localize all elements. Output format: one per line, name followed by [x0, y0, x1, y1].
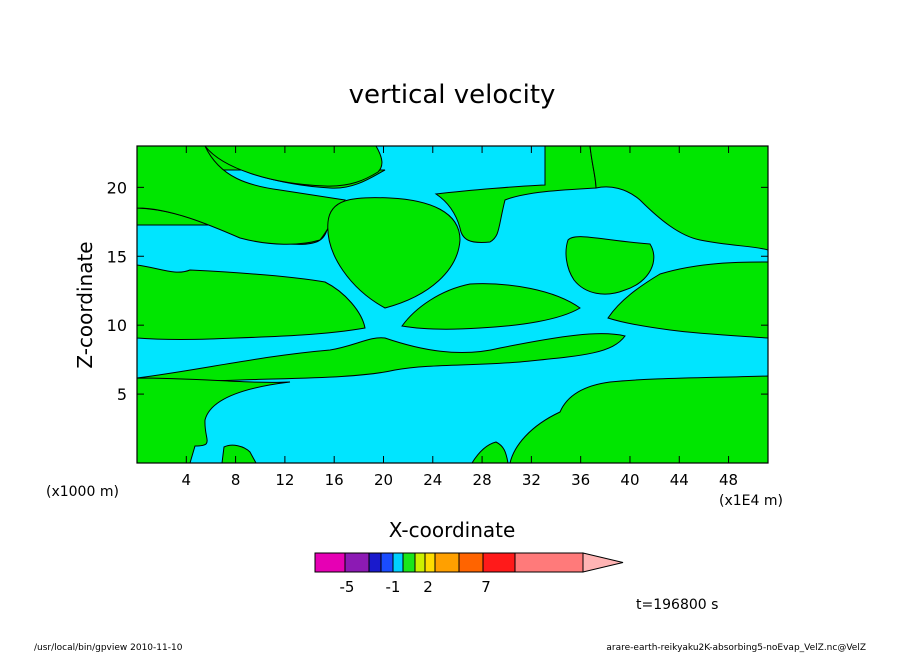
chart-title: vertical velocity: [349, 80, 556, 110]
x-tick-label: 32: [522, 471, 541, 489]
footer-right: arare-earth-reikyaku2K-absorbing5-noEvap…: [606, 643, 866, 653]
colorbar-arrow: [582, 552, 624, 573]
x-tick-label: 36: [571, 471, 590, 489]
colorbar-segment: [482, 552, 516, 573]
footer-left: /usr/local/bin/gpview 2010-11-10: [34, 643, 183, 653]
region-left-mid: [137, 264, 366, 340]
x-tick-label: 28: [473, 471, 492, 489]
y-tick-label: 10: [107, 316, 127, 335]
colorbar-segment: [380, 552, 394, 573]
region-top-right: [589, 146, 768, 251]
x-unit-right: (x1E4 m): [719, 493, 783, 509]
plot-frame: [136, 145, 769, 464]
x-tick-label: 4: [182, 471, 192, 489]
x-tick-label: 40: [620, 471, 639, 489]
contour-regions: [137, 146, 768, 463]
x-axis-label: X-coordinate: [389, 518, 516, 542]
colorbar-label: 7: [481, 578, 491, 596]
colorbar-segment: [368, 552, 382, 573]
colorbar-labels: -5 -1 2 7: [340, 578, 491, 596]
x-tick-label: 16: [325, 471, 344, 489]
x-tick-label: 48: [719, 471, 738, 489]
x-tick-label: 8: [231, 471, 241, 489]
colorbar-segment: [344, 552, 370, 573]
x-tick-label: 44: [670, 471, 689, 489]
colorbar-label: -5: [340, 578, 355, 596]
colorbar-segment: [402, 552, 416, 573]
colorbar: [314, 552, 624, 573]
region-top-band-left: [137, 146, 383, 187]
region-bottom-left-small: [221, 444, 257, 463]
region-right-drop: [565, 236, 655, 295]
x-tick-label: 20: [374, 471, 393, 489]
colorbar-segment: [314, 552, 346, 573]
y-tick-label: 15: [107, 247, 127, 266]
region-bottom-center: [471, 441, 509, 463]
colorbar-segment: [392, 552, 404, 573]
x-tick-label: 24: [423, 471, 442, 489]
y-axis-ticks: 5 10 15 20: [107, 178, 768, 404]
region-center-mid: [401, 283, 581, 330]
y-tick-label: 5: [117, 385, 127, 404]
colorbar-label: 2: [423, 578, 433, 596]
region-bottom-right: [509, 375, 768, 463]
colorbar-label: -1: [386, 578, 401, 596]
time-label: t=196800 s: [636, 597, 718, 613]
y-axis-label: Z-coordinate: [73, 241, 97, 368]
x-axis-ticks: 4 8 12 16 20 24 28 32 36 40 44 48: [182, 146, 738, 489]
y-tick-label: 20: [107, 178, 127, 197]
region-lower-arc: [137, 333, 626, 382]
region-top-middle: [434, 146, 597, 243]
region-bottom-left: [137, 377, 291, 463]
colorbar-segment: [514, 552, 584, 573]
x-tick-label: 12: [275, 471, 294, 489]
region-center-drop: [327, 197, 461, 309]
x-unit-left: (x1000 m): [46, 484, 119, 500]
colorbar-segment: [424, 552, 436, 573]
colorbar-segment: [458, 552, 484, 573]
colorbar-segment: [434, 552, 460, 573]
colorbar-segment: [414, 552, 426, 573]
